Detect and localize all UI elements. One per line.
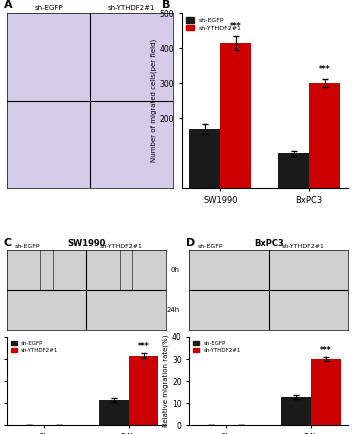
Text: sh-EGFP: sh-EGFP — [15, 244, 40, 249]
Bar — [90, 101, 173, 188]
Text: 0h: 0h — [171, 267, 180, 273]
Text: BxPC3: BxPC3 — [254, 239, 284, 248]
Bar — [189, 250, 269, 290]
Text: D: D — [186, 238, 196, 248]
Bar — [189, 129, 220, 188]
Y-axis label: Relative migration rate(%): Relative migration rate(%) — [163, 335, 169, 427]
Text: SW1990: SW1990 — [67, 239, 105, 248]
Text: C: C — [4, 238, 12, 248]
Bar — [129, 356, 158, 425]
Text: sh-EGFP: sh-EGFP — [197, 244, 223, 249]
Text: ***: *** — [319, 65, 331, 74]
Text: ***: *** — [230, 22, 242, 30]
Bar — [269, 250, 348, 290]
Bar — [86, 290, 166, 330]
Bar — [311, 359, 341, 425]
Legend: sh-EGFP, sh-YTHDF2#1: sh-EGFP, sh-YTHDF2#1 — [10, 340, 60, 354]
Text: 24h: 24h — [166, 307, 180, 313]
Bar — [189, 290, 269, 330]
Text: A: A — [4, 0, 12, 10]
Text: ***: *** — [138, 342, 149, 351]
Bar — [7, 250, 86, 290]
Bar — [7, 101, 90, 188]
Text: ***: *** — [320, 345, 332, 355]
Text: sh-YTHDF2#1: sh-YTHDF2#1 — [100, 244, 143, 249]
Bar — [99, 400, 129, 425]
Bar — [278, 153, 309, 188]
Bar — [86, 250, 166, 290]
Bar — [90, 13, 173, 101]
Bar — [7, 13, 90, 101]
Y-axis label: Number of migrated cells(per field): Number of migrated cells(per field) — [150, 39, 157, 162]
Text: sh-EGFP: sh-EGFP — [34, 5, 63, 11]
Bar — [309, 83, 340, 188]
Bar — [7, 290, 86, 330]
Legend: sh-EGFP, sh-YTHDF2#1: sh-EGFP, sh-YTHDF2#1 — [185, 16, 243, 32]
Text: B: B — [162, 0, 170, 10]
Text: sh-YTHDF2#1: sh-YTHDF2#1 — [108, 5, 155, 11]
Bar — [282, 397, 311, 425]
Legend: sh-EGFP, sh-YTHDF2#1: sh-EGFP, sh-YTHDF2#1 — [192, 340, 242, 354]
Text: sh-YTHDF2#1: sh-YTHDF2#1 — [282, 244, 325, 249]
Bar — [220, 43, 251, 188]
Bar — [269, 290, 348, 330]
